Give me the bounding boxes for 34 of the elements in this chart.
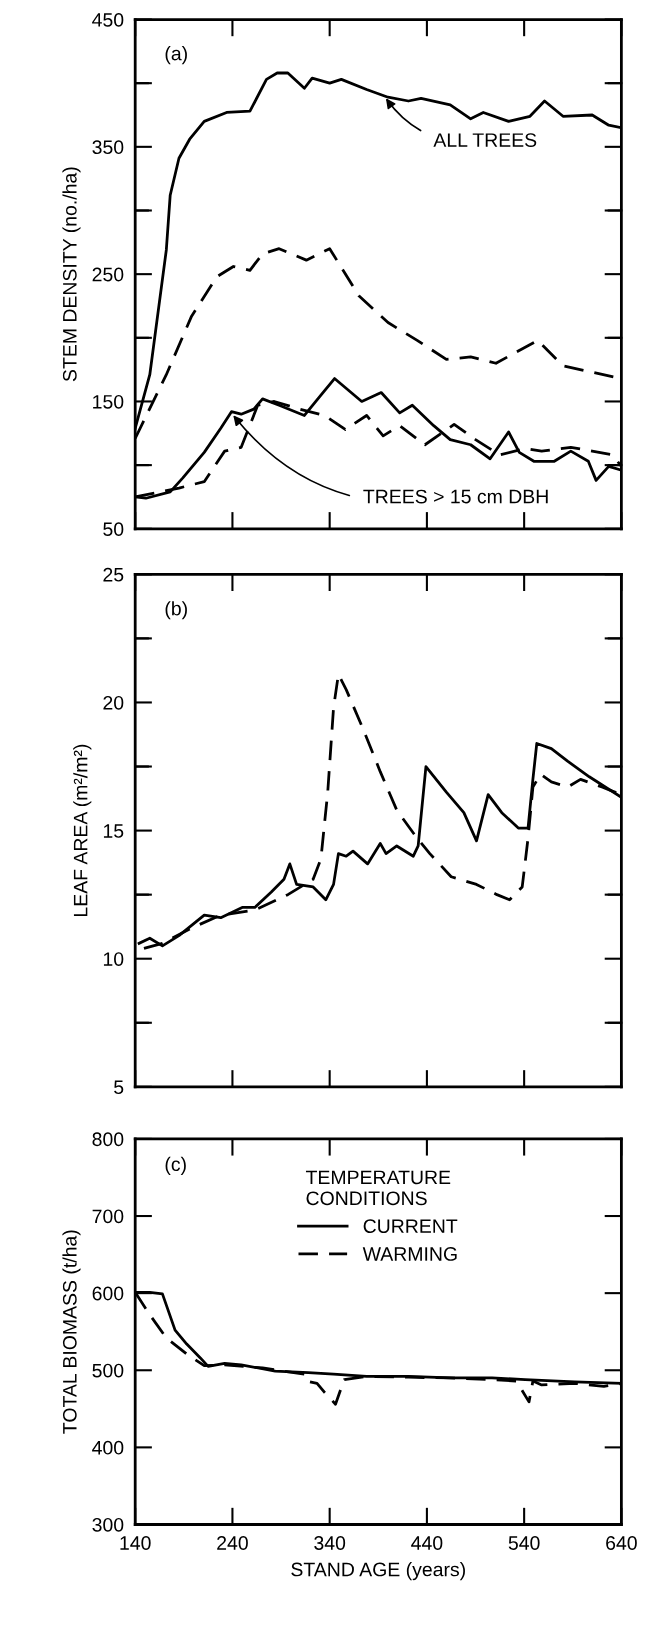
y-tick-label: 350: [92, 140, 124, 155]
y-tick-label: 10: [103, 952, 124, 966]
y-axis-title: TOTAL BIOMASS (t/ha): [62, 1230, 81, 1434]
y-axis-title: STEM DENSITY (no./ha): [62, 167, 81, 382]
annotation: TREES > 15 cm DBH: [363, 489, 548, 504]
y-tick-label: 450: [92, 12, 124, 27]
annotation: ALL TREES: [433, 133, 537, 147]
x-tick-label: 640: [606, 1536, 637, 1550]
x-tick-label: 540: [508, 1536, 540, 1550]
annotation: (c): [165, 1156, 186, 1175]
y-tick-label: 800: [92, 1132, 124, 1147]
y-axis-title: LEAF AREA (m²/m²): [73, 744, 92, 916]
legend-title: TEMPERATURE CONDITIONS: [305, 1170, 451, 1206]
x-tick-label: 240: [217, 1536, 248, 1550]
y-tick-label: 250: [92, 267, 124, 282]
y-tick-label: 20: [103, 695, 124, 710]
y-tick-label: 15: [103, 824, 124, 838]
annotation: (b): [165, 601, 187, 620]
y-tick-label: 700: [92, 1209, 124, 1224]
annotation: (a): [165, 46, 187, 65]
y-tick-label: 300: [92, 1517, 124, 1532]
y-tick-label: 600: [92, 1286, 124, 1301]
y-tick-label: 50: [103, 522, 124, 537]
y-tick-label: 150: [93, 394, 124, 409]
legend-label: WARMING: [362, 1247, 457, 1261]
y-tick-label: 5: [114, 1080, 124, 1095]
legend-label: CURRENT: [363, 1219, 458, 1234]
y-tick-label: 25: [103, 567, 124, 582]
x-tick-label: 140: [120, 1536, 151, 1550]
y-tick-label: 500: [92, 1363, 124, 1378]
y-tick-label: 400: [92, 1440, 124, 1455]
x-tick-label: 340: [314, 1536, 346, 1550]
x-tick-label: 440: [411, 1536, 443, 1550]
x-axis-title: STAND AGE (years): [291, 1562, 465, 1581]
